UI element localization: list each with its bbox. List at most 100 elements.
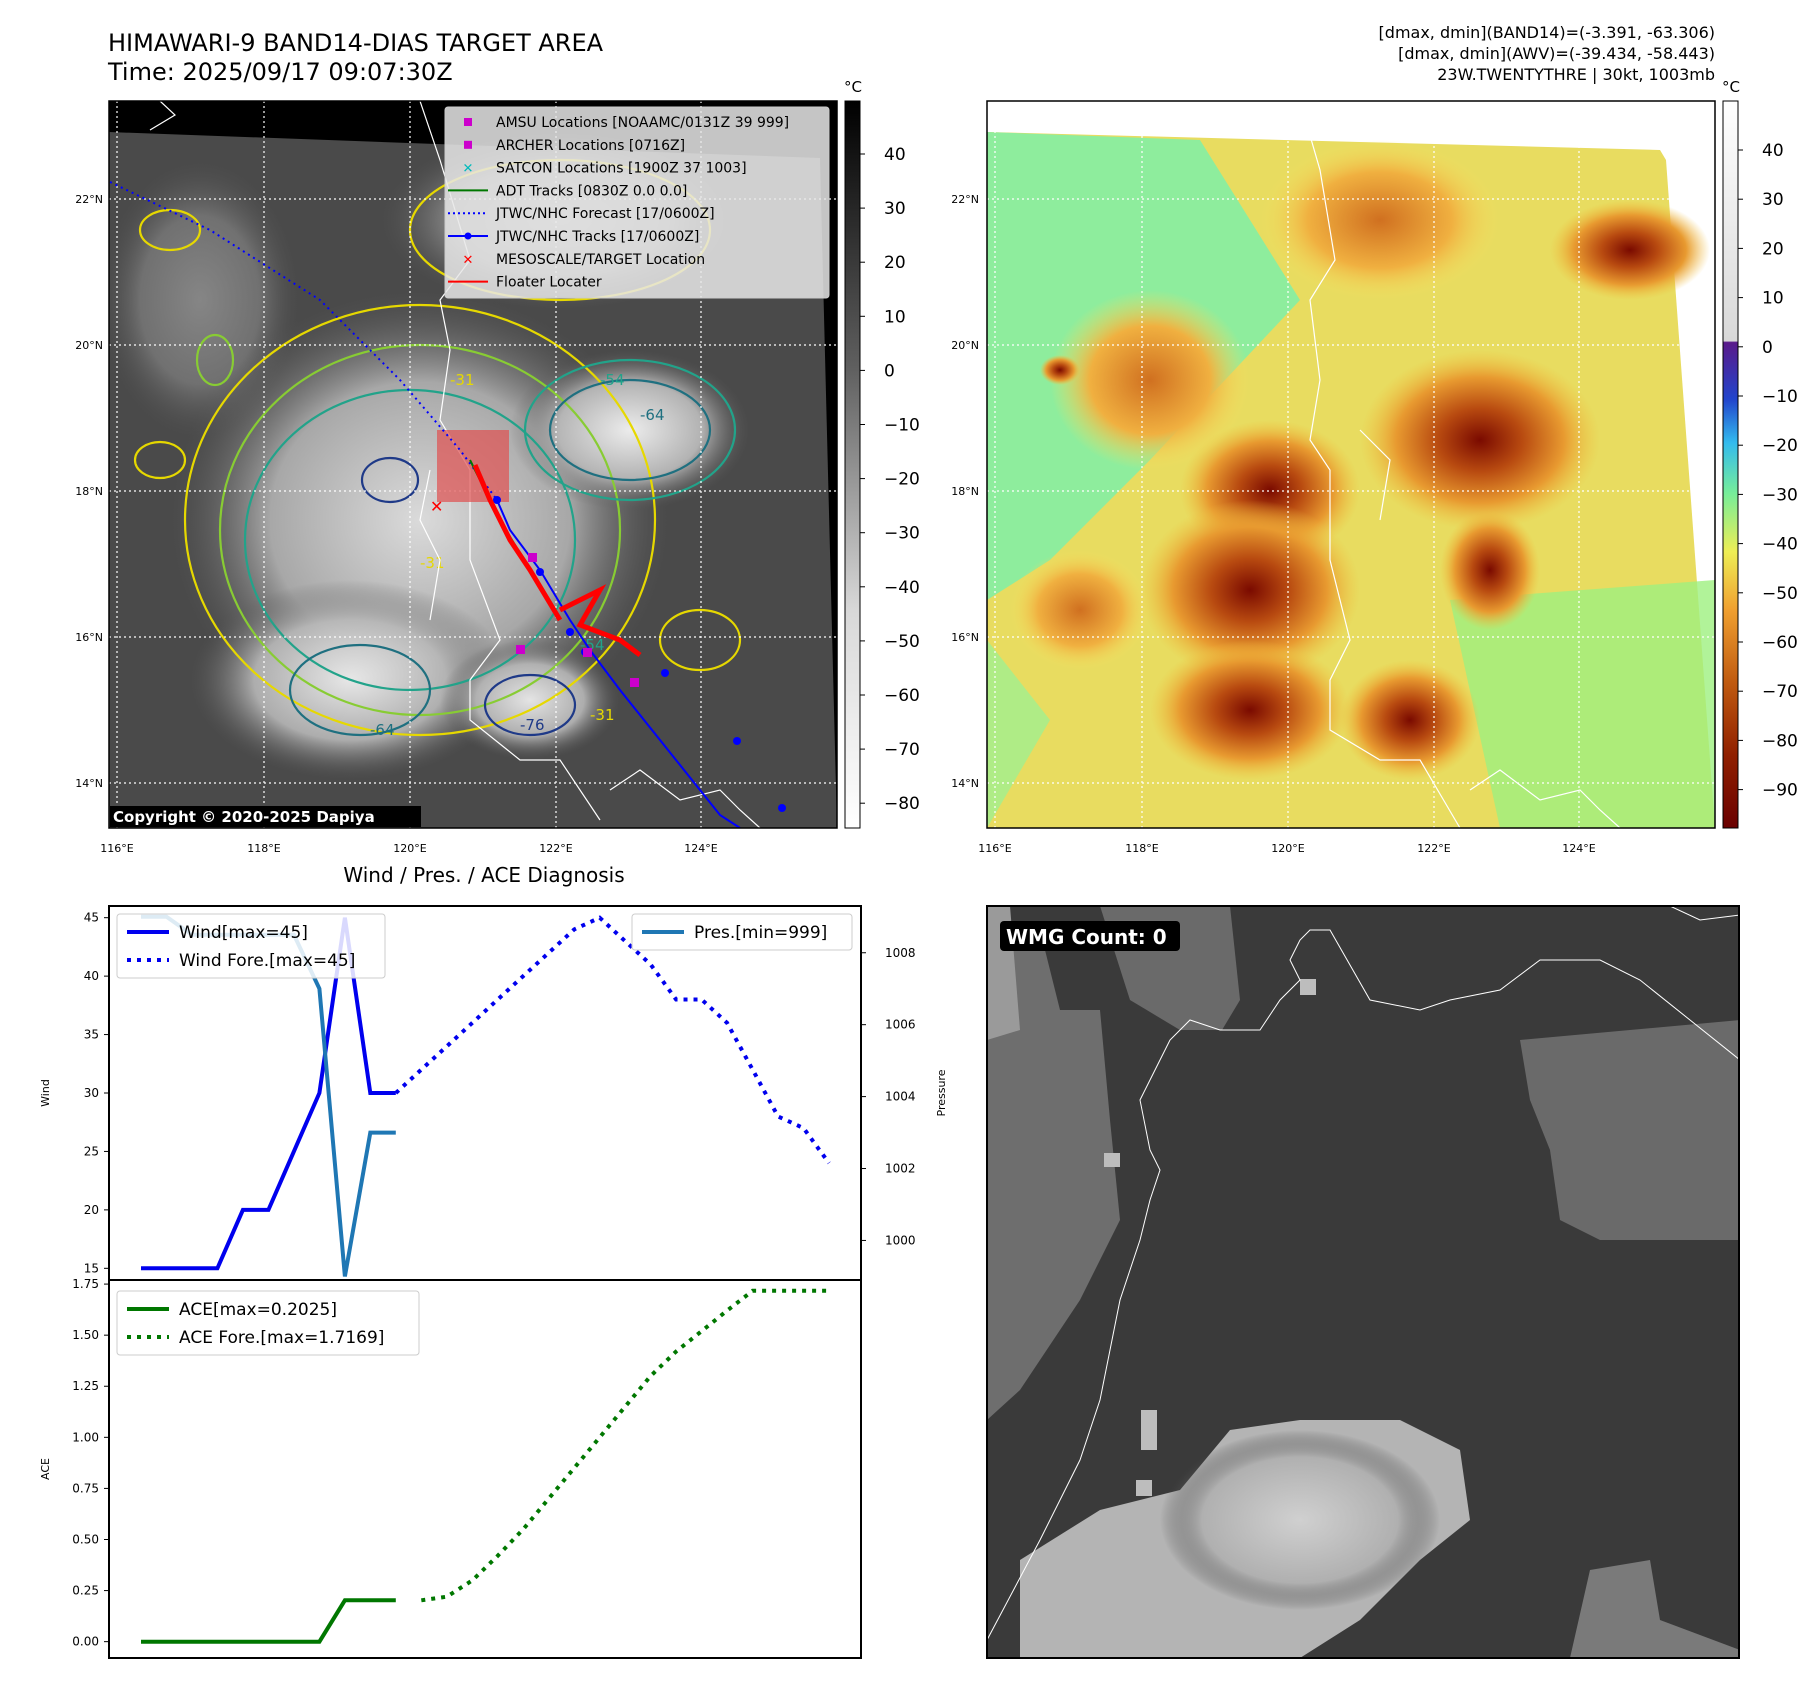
- y-tick-label: 35: [84, 1028, 99, 1042]
- legend-entry: Floater Locater: [448, 275, 602, 291]
- coastline-luzon-west: [419, 469, 441, 621]
- ir-cloud-cell: [440, 640, 620, 760]
- contour-label: -31: [590, 706, 615, 724]
- contour-yellow: [658, 608, 742, 672]
- colorbar-tick-label: −10: [1762, 387, 1798, 407]
- cold-cloud-top: [1550, 200, 1710, 300]
- enhanced-map-frame: [986, 100, 1716, 829]
- enhanced-colorbar: [1722, 100, 1739, 829]
- info-awv: [dmax, dmin](AWV)=(-39.434, -58.443): [1398, 44, 1715, 63]
- legend-marker-square: [464, 140, 472, 149]
- y-tick-label: 1.50: [72, 1328, 99, 1342]
- chart-legend-box: [631, 913, 853, 951]
- lat-label: 14°N: [75, 777, 103, 790]
- cloud-region: [1260, 140, 1500, 300]
- colorbar-tick-label: −70: [1762, 682, 1798, 702]
- colorbar-tick-label: 40: [1762, 141, 1784, 161]
- wmg-frame: [986, 905, 1740, 1659]
- wmg-region: [987, 930, 1120, 1420]
- info-band14: [dmax, dmin](BAND14)=(-3.391, -63.306): [1379, 23, 1715, 42]
- lon-label: 116°E: [978, 842, 1011, 855]
- best-track: [496, 499, 741, 828]
- y-tick-label: 0.75: [72, 1481, 99, 1495]
- mesoscale-marker: ✕: [430, 497, 443, 516]
- legend-entry: JTWC/NHC Tracks [17/0600Z]: [448, 229, 699, 245]
- colorbar-tick-label: −40: [1762, 535, 1798, 555]
- chart-legend-label: ACE[max=0.2025]: [179, 1300, 337, 1320]
- track-point: [493, 496, 501, 504]
- cloud-region: [1010, 550, 1150, 670]
- colorbar-tick-label: 10: [1762, 289, 1784, 309]
- legend-label: MESOSCALE/TARGET Location: [496, 252, 705, 268]
- colorbar-tick-label: −60: [1762, 633, 1798, 653]
- legend-marker-dot: [464, 232, 472, 240]
- chart-legend-label: Wind[max=45]: [179, 923, 308, 943]
- copyright-box: [110, 806, 421, 827]
- legend-entry: ✕ MESOSCALE/TARGET Location: [463, 252, 706, 268]
- y-tick-label: 40: [84, 969, 99, 983]
- chart-legend-box: [116, 1290, 420, 1356]
- legend-marker-x: ✕: [463, 162, 474, 177]
- colorbar-tick-label: −60: [884, 686, 920, 706]
- legend-label: AMSU Locations [NOAAMC/0131Z 39 999]: [496, 115, 789, 131]
- y-axis-label: ACE: [39, 1458, 52, 1480]
- colorbar-tick-label: −40: [884, 578, 920, 598]
- y-tick-label: 25: [84, 1144, 99, 1158]
- y-tick-label: 0.50: [72, 1532, 99, 1546]
- legend-entry: ARCHER Locations [0716Z]: [464, 138, 685, 154]
- colorbar-tick-label: 40: [884, 145, 906, 165]
- enhanced-colorbar-unit: °C: [1722, 78, 1740, 96]
- legend-entry: ADT Tracks [0830Z 0.0 0.0]: [448, 183, 687, 199]
- cold-cloud-top: [1440, 510, 1540, 630]
- archer-marker: [528, 553, 537, 562]
- lat-label: 16°N: [951, 631, 979, 644]
- colorbar-tick-label: −50: [884, 632, 920, 652]
- contour-navy: [483, 673, 577, 737]
- ir-colorbar: [844, 100, 861, 829]
- enhanced-map-panel: 116°E 118°E 120°E 122°E 124°E 22°N 20°N …: [951, 78, 1798, 855]
- y2-tick-label: 1004: [885, 1090, 916, 1104]
- legend-label: SATCON Locations [1900Z 37 1003]: [496, 161, 747, 177]
- colorbar-tick-label: −80: [884, 794, 920, 814]
- lon-label: 118°E: [247, 842, 280, 855]
- coastline-islands: [1469, 769, 1621, 828]
- floater-locater: [558, 584, 642, 657]
- lat-label: 22°N: [75, 193, 103, 206]
- legend-entry: ✕ SATCON Locations [1900Z 37 1003]: [463, 161, 747, 177]
- coastline-luzon-east: [1359, 429, 1391, 521]
- cold-cloud-top: [1040, 355, 1080, 385]
- cold-cloud-top: [1340, 660, 1480, 780]
- y2-tick-label: 1002: [885, 1162, 916, 1176]
- y-tick-label: 0.00: [72, 1635, 99, 1649]
- track-point: [778, 804, 786, 812]
- cloud-region: [1050, 290, 1250, 470]
- contour-label: -64: [370, 721, 395, 739]
- y-tick-label: 15: [84, 1261, 99, 1275]
- colorbar-tick-label: 0: [1762, 338, 1773, 358]
- lon-label: 118°E: [1125, 842, 1158, 855]
- colorbar-tick-label: −70: [884, 740, 920, 760]
- lat-label: 18°N: [951, 485, 979, 498]
- lon-label: 124°E: [684, 842, 717, 855]
- y2-tick-label: 1000: [885, 1233, 916, 1247]
- colorbar-tick-label: −30: [884, 524, 920, 544]
- colorbar-tick-label: 20: [884, 253, 906, 273]
- ir-cloud-cell: [510, 350, 750, 510]
- archer-marker: [583, 648, 592, 657]
- chart-legend-label: Pres.[min=999]: [694, 923, 827, 943]
- lat-label: 16°N: [75, 631, 103, 644]
- legend-box: [444, 106, 830, 299]
- contour-darkteal: [548, 378, 712, 482]
- wmg-region: [1570, 1560, 1739, 1658]
- cold-cloud-top: [1140, 500, 1360, 680]
- colorbar-tick-label: 0: [884, 361, 895, 381]
- legend-label: ARCHER Locations [0716Z]: [496, 138, 685, 154]
- wmg-pixel: [1141, 1410, 1157, 1450]
- lat-label: 18°N: [75, 485, 103, 498]
- forecast-track: [109, 181, 498, 501]
- floater-locater: [472, 464, 563, 622]
- colorbar-tick-label: −30: [1762, 485, 1798, 505]
- track-point: [566, 628, 574, 636]
- cold-cloud-top: [1360, 350, 1600, 530]
- track-point: [661, 669, 669, 677]
